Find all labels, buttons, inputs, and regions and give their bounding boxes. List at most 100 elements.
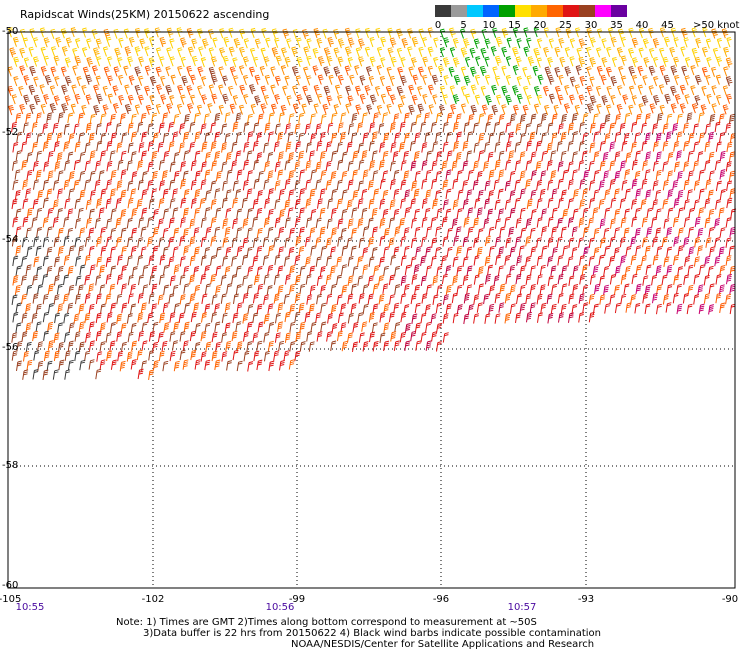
wind-barb (67, 359, 74, 371)
colorbar-swatch (451, 5, 467, 17)
wind-barb (400, 198, 407, 209)
wind-barb (263, 313, 270, 325)
wind-barb (593, 131, 600, 142)
wind-barb (151, 170, 158, 182)
wind-barb (106, 312, 113, 323)
wind-barb (253, 350, 260, 362)
wind-barb (414, 170, 421, 182)
wind-barb (96, 56, 102, 67)
wind-barb (265, 37, 271, 48)
wind-barb (347, 256, 354, 267)
wind-barb (430, 121, 437, 133)
wind-barb (579, 178, 586, 190)
wind-barb (645, 264, 652, 275)
wind-barb (711, 66, 717, 77)
wind-barb (236, 302, 243, 313)
wind-barb (162, 112, 169, 123)
wind-barb (705, 38, 712, 49)
wind-barb (337, 312, 344, 323)
wind-barb (588, 160, 595, 172)
wind-barb (64, 57, 71, 68)
wind-barb (390, 56, 397, 67)
wind-barb (313, 103, 319, 114)
wind-barb (466, 150, 473, 161)
wind-barb (325, 160, 332, 172)
wind-barb (351, 227, 358, 239)
wind-barb (201, 141, 208, 153)
wind-barb (252, 332, 259, 343)
wind-barb (599, 160, 606, 172)
wind-barb (218, 84, 224, 95)
wind-barb (568, 312, 574, 323)
wind-barb (677, 245, 684, 256)
wind-barb (61, 103, 68, 114)
wind-barb (599, 294, 606, 305)
wind-barb (435, 302, 442, 314)
wind-barb (91, 65, 98, 76)
wind-barb (176, 27, 183, 38)
wind-barb (474, 94, 481, 105)
wind-barb (277, 302, 284, 313)
wind-barb (652, 141, 659, 152)
wind-barb (218, 66, 224, 77)
wind-barb (345, 103, 351, 114)
wind-barb (428, 104, 434, 115)
wind-barb (273, 350, 280, 361)
colorbar-label: 30 (584, 20, 598, 31)
wind-barb (231, 274, 238, 285)
wind-barb (296, 56, 303, 67)
wind-barb (456, 265, 463, 277)
wind-barb (110, 132, 117, 143)
wind-barb (473, 294, 480, 305)
wind-barb (327, 122, 334, 134)
wind-barb (56, 283, 63, 295)
wind-barb (22, 236, 28, 248)
wind-barb (119, 113, 126, 124)
wind-barb (121, 265, 128, 276)
wind-barb (693, 180, 700, 191)
wind-barb (449, 27, 456, 38)
wind-barb (306, 94, 313, 105)
wind-barb (88, 208, 95, 220)
lat-label: -52 (2, 127, 19, 138)
wind-barb (656, 303, 662, 315)
wind-barb (52, 122, 59, 134)
colorbar-label: 15 (508, 20, 521, 31)
wind-barb (33, 256, 40, 267)
wind-barb (120, 341, 127, 353)
wind-barb (91, 29, 98, 40)
wind-barb (578, 94, 585, 105)
wind-barb (189, 141, 196, 153)
wind-barb (277, 169, 284, 180)
wind-barb (453, 235, 460, 247)
wind-barb (95, 312, 102, 324)
wind-barb (421, 160, 428, 171)
wind-barb (484, 74, 491, 85)
wind-barb (667, 207, 674, 219)
wind-barb (173, 321, 180, 332)
wind-barb (705, 75, 711, 86)
wind-barb (25, 188, 32, 199)
wind-barb (561, 113, 568, 125)
wind-barb (383, 265, 390, 277)
wind-barb (253, 178, 260, 190)
wind-barb (201, 161, 207, 172)
wind-barb (625, 246, 632, 257)
wind-barb (79, 189, 86, 200)
wind-barb (286, 38, 292, 49)
wind-barb (325, 179, 332, 191)
wind-barb (210, 180, 217, 191)
wind-barb (708, 151, 715, 163)
wind-barb (340, 112, 347, 123)
wind-barb (201, 293, 208, 304)
wind-barb (99, 341, 106, 352)
wind-barb (560, 131, 567, 143)
wind-barb (422, 56, 429, 67)
wind-barb (589, 274, 596, 285)
wind-barb (569, 94, 575, 105)
wind-barb (525, 274, 532, 285)
wind-barb (47, 303, 54, 314)
wind-barb (270, 66, 276, 77)
wind-barb (673, 37, 679, 48)
wind-barb (67, 340, 74, 352)
